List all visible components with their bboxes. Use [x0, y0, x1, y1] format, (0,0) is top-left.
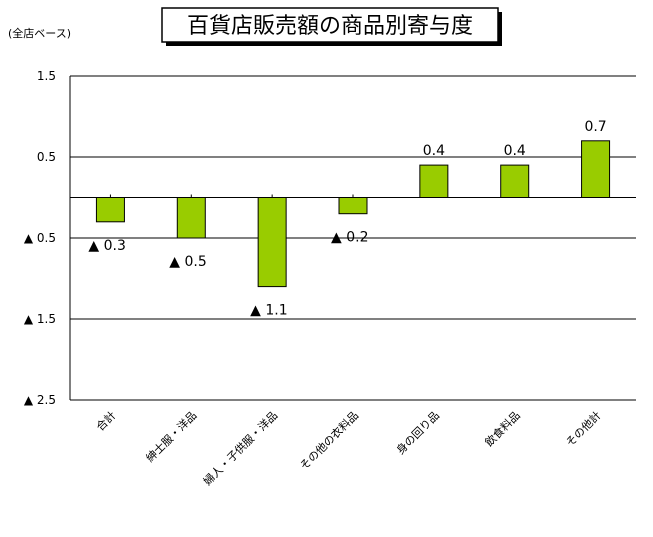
data-label: ▲ 1.1 — [250, 303, 287, 319]
data-label: ▲ 0.2 — [331, 230, 368, 246]
category-label: 飲食料品 — [482, 408, 523, 449]
y-tick-label: 1.5 — [37, 69, 56, 83]
data-label: ▲ 0.5 — [169, 254, 206, 270]
y-tick-label: ▲ 2.5 — [24, 393, 56, 407]
category-labels: 合計 紳士服・洋品 婦人・子供服・洋品 その他の衣料品 身の回り品 飲食料品 その他計 — [93, 408, 604, 488]
category-label: 身の回り品 — [393, 408, 442, 457]
y-tick-labels: 1.5 0.5 ▲ 0.5 ▲ 1.5 ▲ 2.5 — [24, 69, 56, 407]
data-labels: ▲ 0.3 ▲ 0.5 ▲ 1.1 ▲ 0.2 0.4 0.4 0.7 — [88, 119, 606, 319]
bar — [581, 140, 611, 199]
bar — [500, 164, 530, 199]
data-label: ▲ 0.3 — [88, 238, 125, 254]
chart-title: 百貨店販売額の商品別寄与度 — [187, 14, 473, 39]
bar — [95, 197, 125, 223]
title-box — [161, 7, 499, 43]
y-tick-label: ▲ 0.5 — [24, 231, 56, 245]
y-tick-label: ▲ 1.5 — [24, 312, 56, 326]
data-label: 0.4 — [423, 143, 445, 159]
category-label: 紳士服・洋品 — [143, 408, 200, 465]
category-label: 合計 — [93, 408, 118, 433]
category-label: 婦人・子供服・洋品 — [200, 408, 280, 488]
category-label: その他計 — [563, 408, 604, 449]
y-tick-label: 0.5 — [37, 150, 56, 164]
bar — [176, 197, 206, 239]
data-label: 0.4 — [504, 143, 526, 159]
data-label: 0.7 — [584, 119, 606, 135]
category-label: その他の衣料品 — [297, 408, 361, 472]
bar — [338, 197, 368, 215]
bars — [95, 140, 611, 288]
bar — [257, 197, 287, 288]
unit-label: (全店ベース) — [8, 26, 71, 40]
bar — [419, 164, 449, 199]
